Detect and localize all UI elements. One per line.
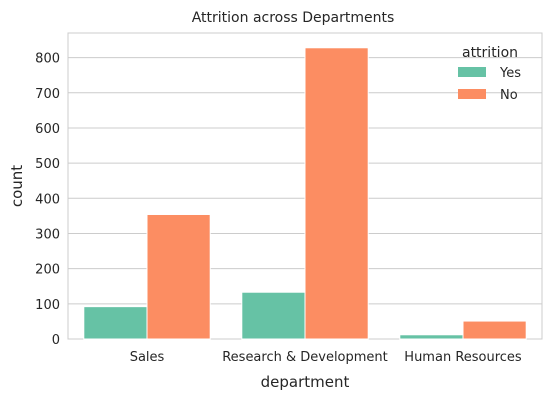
y-tick-label: 300	[35, 227, 60, 242]
y-tick-label: 500	[35, 157, 60, 172]
legend-label-no: No	[500, 88, 518, 103]
legend: attrition Yes No	[458, 45, 521, 103]
bar-yes-0	[83, 306, 148, 340]
bars	[83, 47, 527, 340]
y-tick-label: 200	[35, 263, 60, 278]
x-tick-label: Human Resources	[404, 350, 522, 365]
y-tick-label: 400	[35, 192, 60, 207]
legend-title: attrition	[462, 45, 518, 61]
x-tick-label: Sales	[130, 350, 165, 365]
bar-no-1	[304, 47, 369, 340]
x-axis-label: department	[261, 373, 350, 391]
legend-swatch-yes	[458, 67, 486, 77]
x-tick-label: Research & Development	[222, 350, 388, 365]
chart-title: Attrition across Departments	[192, 10, 395, 26]
bar-yes-2	[399, 334, 464, 340]
x-axis-ticks: Sales Research & Development Human Resourc…	[130, 350, 522, 365]
bar-yes-1	[241, 291, 306, 340]
y-axis-ticks: 0 100 200 300 400 500 600 700 800	[35, 52, 60, 348]
y-tick-label: 600	[35, 122, 60, 137]
legend-swatch-no	[458, 89, 486, 99]
legend-label-yes: Yes	[499, 66, 521, 81]
y-tick-label: 0	[52, 333, 60, 348]
bar-no-2	[462, 320, 527, 340]
y-axis-label: count	[8, 165, 26, 207]
y-tick-label: 800	[35, 52, 60, 67]
bar-no-0	[146, 213, 211, 340]
y-tick-label: 100	[35, 298, 60, 313]
y-tick-label: 700	[35, 87, 60, 102]
